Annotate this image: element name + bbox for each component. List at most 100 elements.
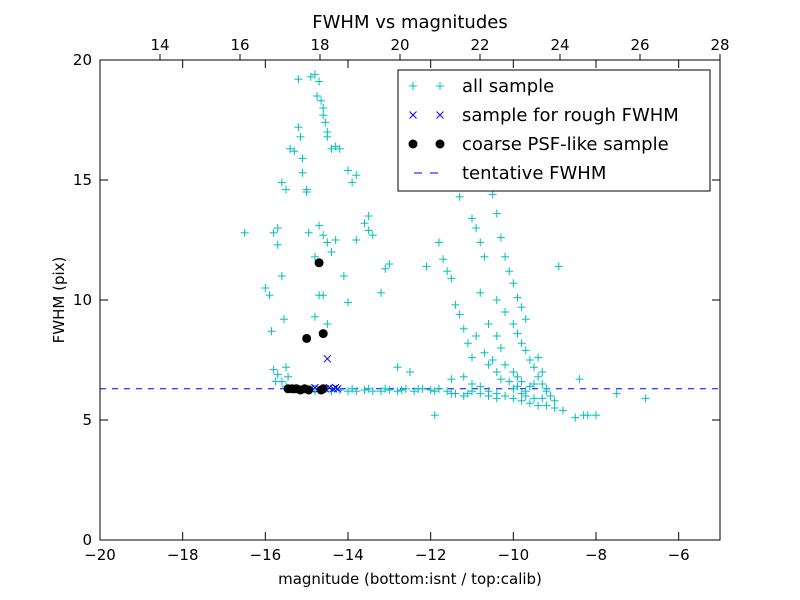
point-dot-1 — [318, 329, 328, 339]
point-plus-178 — [484, 392, 493, 400]
point-dot-2-c — [302, 333, 312, 343]
top-tick-label: 20 — [390, 36, 409, 54]
point-plus-137 — [517, 396, 526, 405]
point-plus-66 — [406, 368, 414, 376]
point-plus-16 — [279, 315, 288, 324]
y-tick-label: 20 — [73, 51, 92, 69]
legend-marker-x-2 — [436, 111, 444, 119]
legend-marker-x-1-b — [409, 111, 417, 119]
top-axis: 14 16 18 20 22 24 26 28 — [150, 36, 730, 60]
point-plus-48 — [310, 312, 319, 321]
point-plus-44 — [323, 238, 332, 247]
x-tick-label: −16 — [250, 546, 282, 564]
point-plus-50 — [327, 248, 336, 256]
point-plus-33 — [317, 96, 326, 105]
point-dot-0 — [314, 258, 324, 268]
point-plus-141 — [550, 404, 559, 412]
legend-marker-x-2-b — [436, 111, 444, 119]
point-plus-57 — [368, 231, 377, 240]
top-tick-label: 24 — [550, 36, 569, 54]
point-plus-2 — [265, 291, 274, 300]
point-plus-71 — [439, 255, 448, 264]
point-plus-64 — [385, 260, 394, 268]
point-plus-61 — [364, 212, 373, 220]
point-plus-58 — [339, 272, 348, 280]
x-tick-label: −8 — [585, 546, 607, 564]
point-plus-157 — [530, 380, 538, 388]
point-plus-34 — [319, 104, 328, 112]
point-plus-31 — [315, 77, 324, 86]
legend-marker-dot-2 — [435, 139, 445, 149]
point-plus-65 — [393, 363, 402, 372]
point-plus-162 — [352, 387, 361, 396]
point-plus-14 — [282, 185, 290, 194]
point-plus-131 — [468, 380, 476, 388]
point-plus-183 — [364, 384, 373, 393]
x-tick-label: −10 — [498, 546, 530, 564]
point-plus-39 — [327, 144, 336, 153]
point-plus-21 — [294, 75, 303, 84]
point-plus-68 — [430, 411, 439, 420]
point-plus-169 — [410, 387, 419, 396]
point-plus-67 — [422, 262, 431, 271]
point-plus-155 — [550, 396, 559, 405]
point-dot-0-c — [314, 258, 324, 268]
point-plus-161 — [344, 387, 352, 396]
point-dot-1-c — [318, 329, 328, 339]
point-plus-51 — [331, 236, 340, 244]
point-plus-164 — [368, 387, 377, 396]
point-plus-125 — [505, 377, 514, 386]
point-plus-30 — [310, 70, 319, 79]
point-plus-124 — [496, 375, 505, 384]
point-plus-177 — [476, 389, 485, 398]
point-plus-140 — [542, 401, 551, 410]
point-plus-114 — [488, 356, 497, 364]
point-dot-10 — [318, 384, 328, 394]
legend-label: all sample — [462, 76, 554, 97]
point-plus-135 — [501, 392, 510, 400]
point-plus-188 — [447, 389, 456, 398]
point-plus-20 — [290, 147, 299, 156]
point-plus-62 — [377, 288, 386, 297]
point-plus-10 — [269, 228, 278, 237]
point-plus-167 — [393, 387, 402, 396]
x-tick-label: −6 — [668, 546, 690, 564]
point-x-0 — [323, 354, 332, 363]
point-plus-82 — [472, 224, 481, 232]
point-plus-24 — [298, 154, 307, 163]
point-plus-154 — [546, 392, 555, 400]
point-plus-49 — [323, 320, 332, 328]
point-plus-36 — [321, 118, 330, 127]
point-plus-92 — [496, 233, 505, 242]
point-plus-120 — [472, 332, 481, 340]
point-plus-110 — [476, 288, 485, 297]
top-tick-label: 22 — [470, 36, 489, 54]
point-plus-123 — [492, 368, 501, 376]
legend-item: sample for rough FWHM — [409, 105, 679, 126]
point-plus-38 — [323, 132, 332, 141]
point-plus-126 — [509, 384, 518, 393]
point-plus-168 — [401, 384, 410, 393]
point-plus-77 — [463, 339, 472, 348]
legend-marker-plus-2 — [436, 82, 444, 90]
point-plus-27 — [302, 188, 311, 196]
point-plus-119 — [525, 382, 534, 391]
point-plus-138 — [525, 399, 534, 408]
point-plus-22 — [294, 123, 303, 132]
y-tick-label: 5 — [82, 411, 92, 429]
point-plus-12 — [273, 224, 282, 232]
point-plus-116 — [509, 368, 518, 376]
point-plus-28 — [304, 228, 313, 237]
point-plus-184 — [381, 384, 390, 393]
point-plus-148 — [612, 389, 621, 398]
point-plus-142 — [558, 406, 567, 415]
x-tick-label: −20 — [84, 546, 116, 564]
point-plus-173 — [443, 387, 452, 396]
point-plus-45 — [310, 252, 319, 261]
point-plus-122 — [484, 360, 493, 369]
point-plus-175 — [459, 392, 468, 400]
legend-label: tentative FWHM — [462, 163, 606, 184]
legend-label: sample for rough FWHM — [462, 105, 679, 126]
point-plus-107 — [534, 372, 543, 381]
point-plus-1 — [261, 284, 270, 292]
